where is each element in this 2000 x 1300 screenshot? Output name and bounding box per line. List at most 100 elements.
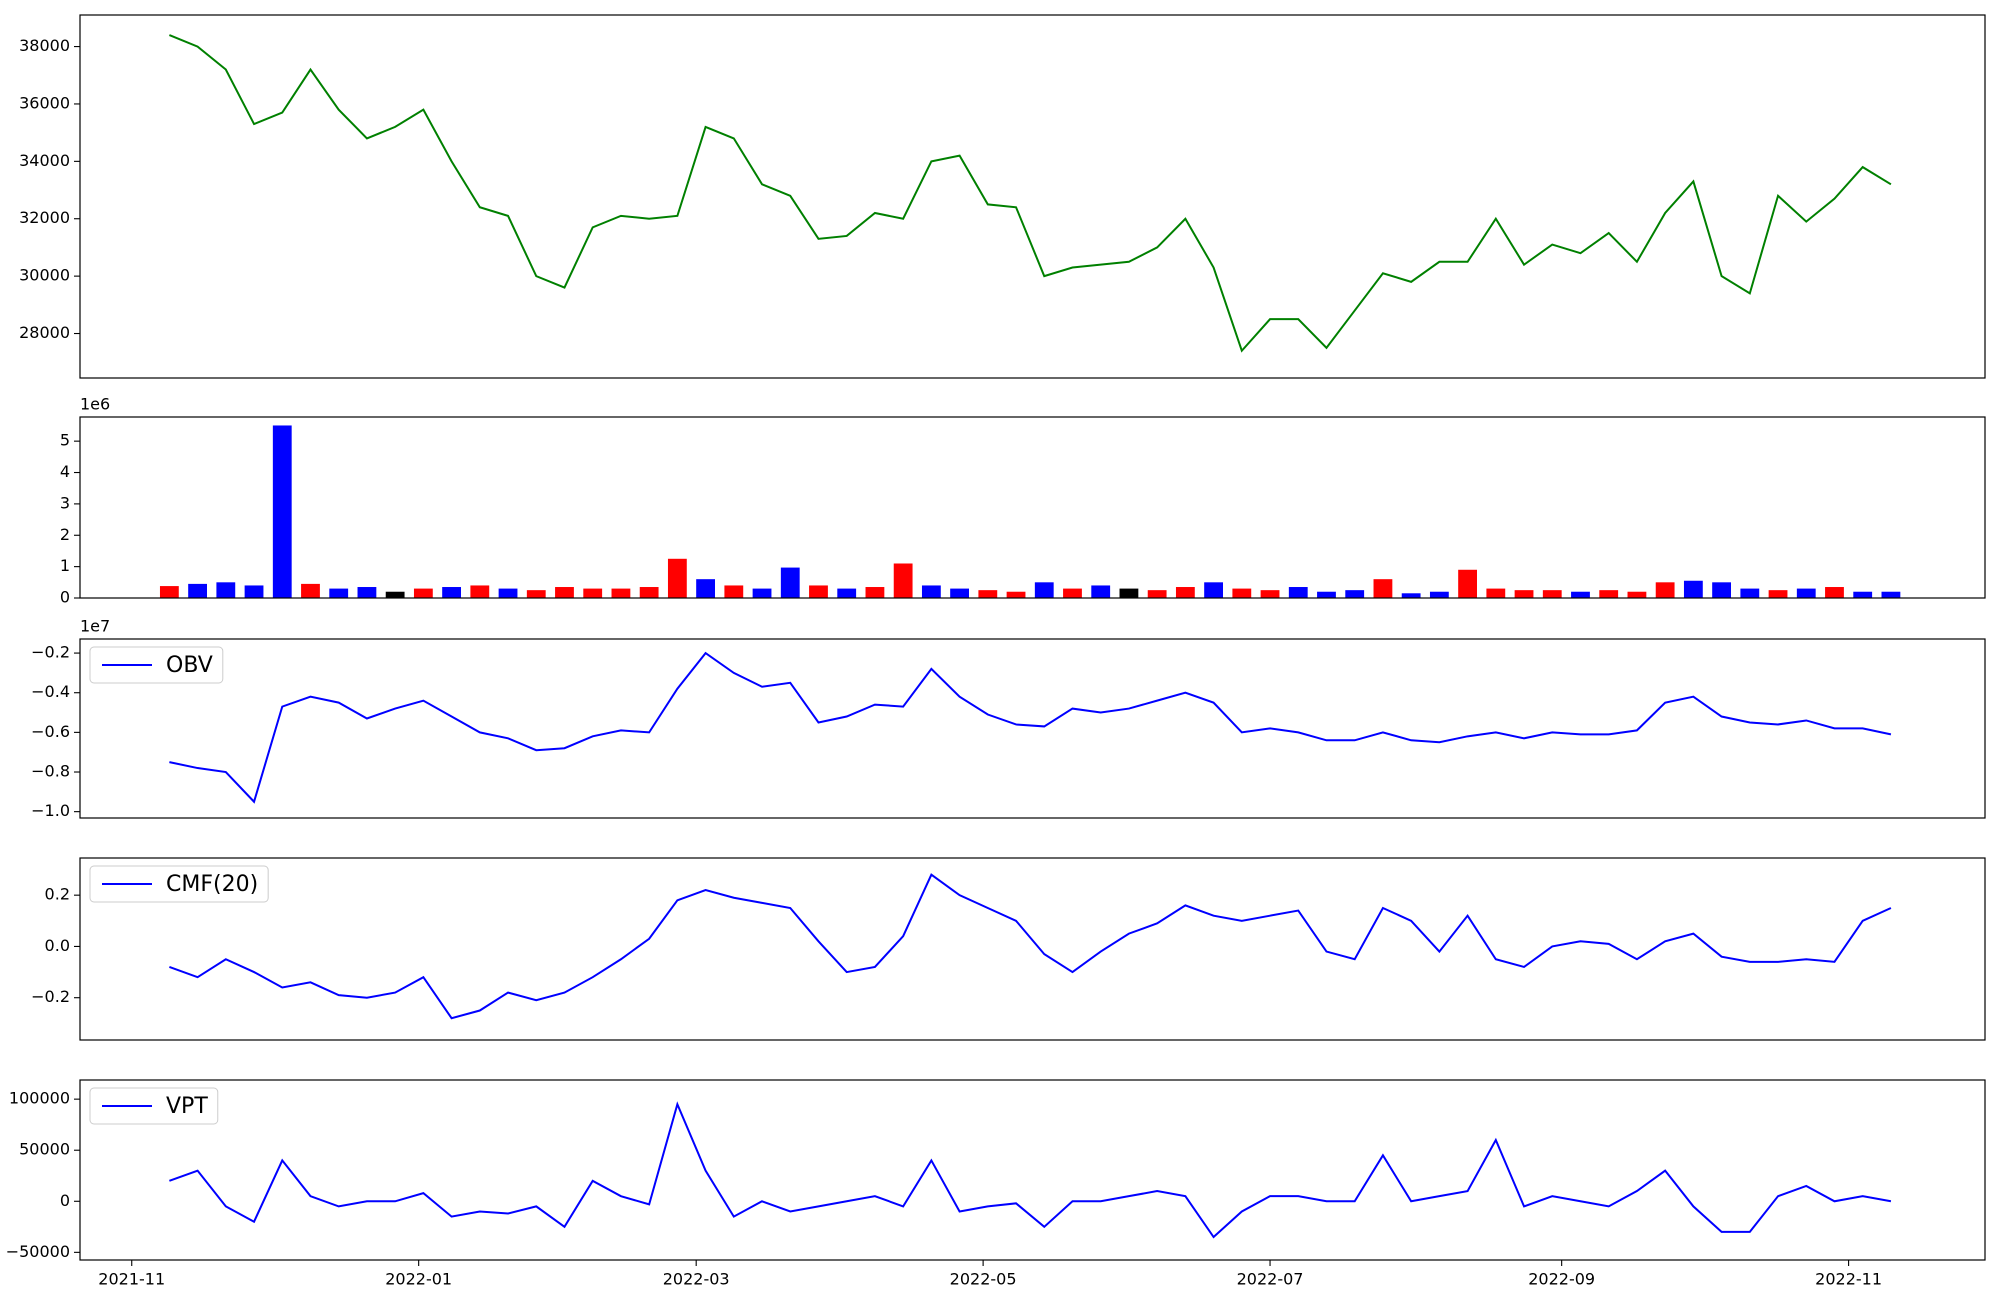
bar (1486, 588, 1506, 598)
bar (1345, 590, 1365, 598)
y-tick-label: 34000 (19, 151, 70, 170)
bar (696, 579, 715, 598)
bar (1571, 591, 1590, 598)
bar (865, 587, 885, 598)
bar (1683, 580, 1703, 598)
y-tick-label: 3 (60, 493, 70, 512)
y-tick-label: 0 (60, 1191, 70, 1210)
bar (244, 585, 264, 598)
x-tick-label: 2022-03 (663, 1270, 730, 1289)
y-tick-label: 32000 (19, 208, 70, 227)
bar (837, 588, 857, 598)
bar (1825, 587, 1844, 598)
bar (1655, 582, 1675, 598)
bar (1373, 579, 1393, 598)
bar (1006, 591, 1026, 598)
y-tick-label: −0.4 (31, 682, 70, 701)
bar (1599, 590, 1619, 598)
x-tick-label: 2022-11 (1815, 1270, 1882, 1289)
bar (1034, 582, 1054, 598)
line (169, 1101, 1892, 1239)
bar (301, 583, 320, 598)
bar (1260, 590, 1280, 598)
y-tick-label: 36000 (19, 93, 70, 112)
legend-box (89, 1087, 219, 1125)
legend-label: OBV (166, 653, 213, 678)
bar (1796, 588, 1816, 598)
bar (1881, 591, 1901, 598)
y-tick-label: 38000 (19, 36, 70, 55)
bar (1429, 591, 1449, 598)
panel: −1.0 −0.8 −0.6 −0.4 −0.2 1e7 (31, 617, 1986, 820)
bar (752, 588, 772, 598)
y-tick-label: −0.2 (31, 643, 70, 662)
bar (188, 583, 207, 598)
offset-label: 1e6 (80, 395, 110, 414)
bar (385, 591, 405, 598)
bar (893, 563, 913, 598)
bar (357, 587, 377, 598)
frame (79, 416, 1986, 599)
bar (1401, 593, 1421, 598)
bar (1514, 590, 1534, 598)
legend: OBV (89, 646, 224, 684)
line (169, 873, 1892, 1020)
bar (526, 590, 546, 598)
bar (498, 588, 518, 598)
bar (667, 558, 687, 598)
bar (216, 582, 236, 598)
bar (1458, 569, 1477, 598)
frame (79, 857, 1986, 1041)
bar (583, 588, 603, 598)
panel: 0 1 2 3 4 5 1e6 (60, 395, 1986, 607)
bar (921, 585, 941, 598)
bar (442, 587, 461, 598)
bar (1627, 591, 1647, 598)
bar (639, 587, 659, 598)
frame (79, 14, 1986, 379)
y-tick-label: 100000 (9, 1089, 70, 1108)
bar (1091, 585, 1111, 598)
panel: −50000 0 50000 100000 2021-11 2022-01 2022-03 2… (6, 1079, 1986, 1289)
bar (413, 588, 433, 598)
bar (1317, 591, 1336, 598)
panel: 28000 30000 32000 34000 36000 38000 (19, 14, 1986, 379)
bar (1288, 587, 1308, 598)
bar (555, 587, 574, 598)
bar (780, 567, 800, 598)
y-tick-label: 0.0 (45, 936, 70, 955)
y-tick-label: −0.8 (31, 762, 70, 781)
x-tick-label: 2022-01 (385, 1270, 452, 1289)
bar (1712, 582, 1731, 598)
bar (1147, 590, 1167, 598)
y-tick-label: 28000 (19, 323, 70, 342)
bar (809, 585, 828, 598)
x-tick-label: 2022-07 (1237, 1270, 1304, 1289)
y-tick-label: 4 (60, 462, 70, 481)
panel: −0.2 0.0 0.2 (31, 857, 1986, 1041)
legend-box (89, 865, 269, 903)
line (169, 651, 1892, 804)
y-tick-label: −50000 (6, 1242, 70, 1261)
y-tick-label: 2 (60, 525, 70, 544)
legend-label: CMF(20) (166, 872, 258, 897)
legend-box (89, 646, 224, 684)
bar (1232, 588, 1252, 598)
bar (272, 425, 292, 598)
legend: VPT (89, 1087, 219, 1125)
x-tick-label: 2022-09 (1528, 1270, 1595, 1289)
bar (611, 588, 631, 598)
y-tick-label: 0 (60, 588, 70, 607)
bar (1063, 588, 1082, 598)
offset-label: 1e7 (80, 617, 110, 636)
x-tick-label: 2022-05 (950, 1270, 1017, 1289)
legend-label: VPT (166, 1094, 208, 1119)
y-tick-label: 5 (60, 431, 70, 450)
bar (329, 588, 349, 598)
bar (950, 588, 969, 598)
line (168, 34, 1892, 353)
bar (978, 590, 998, 598)
bar (1175, 587, 1195, 598)
